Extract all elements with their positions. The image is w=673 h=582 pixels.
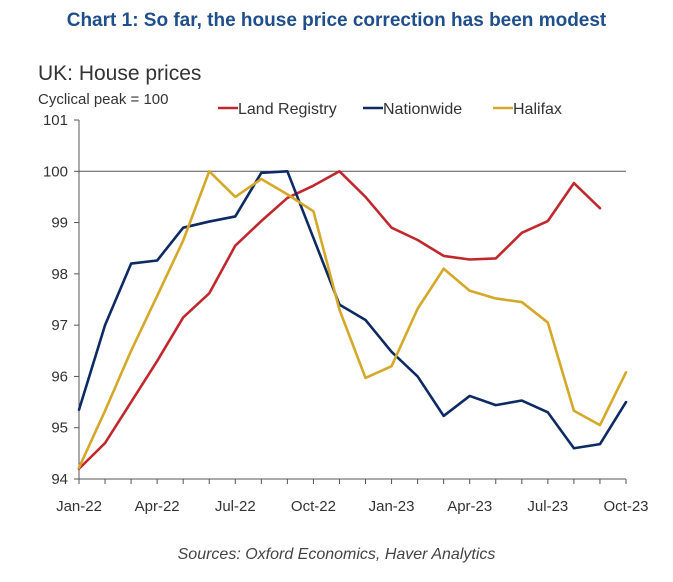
y-tick-label: 95 [51,420,68,437]
x-tick-label: Apr-22 [135,498,180,515]
y-tick-label: 97 [51,317,68,334]
legend-label-nationwide: Nationwide [383,101,462,118]
axes: 94 95 96 97 98 99 100 101 Jan-22 Apr-22 Jul-22 Oct-… [43,112,649,515]
x-tick-label: Oct-23 [603,498,648,515]
x-tick-label: Oct-22 [291,498,336,515]
chart-subtitle: UK: House prices [38,62,201,85]
series-line-land-registry [77,169,602,471]
series-line-nationwide [77,169,628,450]
legend-label-land-registry: Land Registry [238,101,337,118]
series-line-halifax [77,169,628,470]
chart-title: Chart 1: So far, the house price correct… [66,10,607,31]
y-tick-label: 94 [51,471,68,488]
source-note: Sources: Oxford Economics, Haver Analyti… [177,546,496,563]
legend: Land Registry Nationwide Halifax [218,101,562,118]
x-tick-label: Jul-23 [527,498,568,515]
x-tick-label: Apr-23 [447,498,492,515]
series-lines [77,169,628,471]
y-tick-label: 98 [51,266,68,283]
x-tick-label: Jan-22 [56,498,102,515]
x-tick-label: Jan-23 [369,498,415,515]
y-axis-label: Cyclical peak = 100 [38,91,169,108]
y-tick-label: 101 [43,112,68,129]
y-tick-label: 99 [51,215,68,232]
legend-label-halifax: Halifax [513,101,562,118]
y-tick-label: 100 [43,163,68,180]
x-tick-label: Jul-22 [215,498,256,515]
y-tick-label: 96 [51,368,68,385]
